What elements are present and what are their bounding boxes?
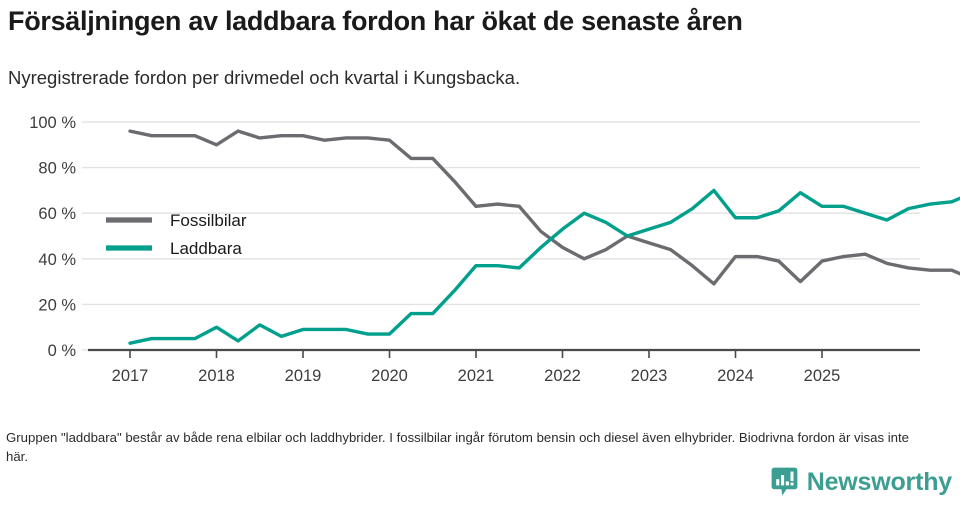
chart-svg: 0 % 20 % 40 % 60 % 80 % 100 % 2017 2018 2019 202… — [29, 114, 960, 385]
legend-label[interactable]: Fossilbilar — [170, 211, 247, 230]
page-title: Försäljningen av laddbara fordon har öka… — [8, 6, 743, 36]
x-axis-tick-label: 2020 — [371, 367, 408, 385]
legend-label[interactable]: Laddbara — [170, 239, 242, 258]
chart-subtitle: Nyregistrerade fordon per drivmedel och … — [8, 67, 521, 88]
gridlines — [82, 121, 920, 351]
x-axis-tick-label: 2024 — [717, 367, 754, 385]
y-axis-labels: 0 % 20 % 40 % 60 % 80 % 100 % — [29, 114, 76, 360]
y-axis-tick-label: 60 % — [38, 205, 76, 223]
x-axis-tick-label: 2022 — [544, 367, 581, 385]
data-series — [128, 129, 960, 345]
y-axis-tick-label: 40 % — [38, 251, 76, 269]
x-axis-tick-label: 2025 — [804, 367, 841, 385]
x-axis-tick-label: 2017 — [112, 367, 149, 385]
y-axis-tick-label: 80 % — [38, 160, 76, 178]
x-axis-tick-label: 2019 — [285, 367, 322, 385]
x-axis-labels: 2017 2018 2019 2020 2021 2022 2023 2024 2025 — [112, 367, 841, 385]
chart-footnote: Gruppen "laddbara" består av både rena e… — [6, 430, 909, 464]
y-axis-tick-label: 100 % — [29, 114, 76, 132]
series-line-laddbara — [128, 188, 960, 345]
newsworthy-logo[interactable]: Newsworthy — [771, 467, 952, 497]
x-axis-tick-label: 2021 — [458, 367, 495, 385]
bar-chart-speech-bubble-icon — [771, 467, 798, 496]
x-axis-tick-label: 2018 — [198, 367, 235, 385]
y-axis-tick-label: 20 % — [38, 296, 76, 314]
chart-legend: Fossilbilar Laddbara — [106, 211, 247, 258]
y-axis-tick-label: 0 % — [48, 342, 77, 360]
x-axis — [88, 348, 920, 358]
line-chart: 0 % 20 % 40 % 60 % 80 % 100 % 2017 2018 2019 202… — [0, 105, 960, 400]
x-axis-tick-label: 2023 — [631, 367, 668, 385]
brand-wordmark: Newsworthy — [806, 467, 952, 496]
